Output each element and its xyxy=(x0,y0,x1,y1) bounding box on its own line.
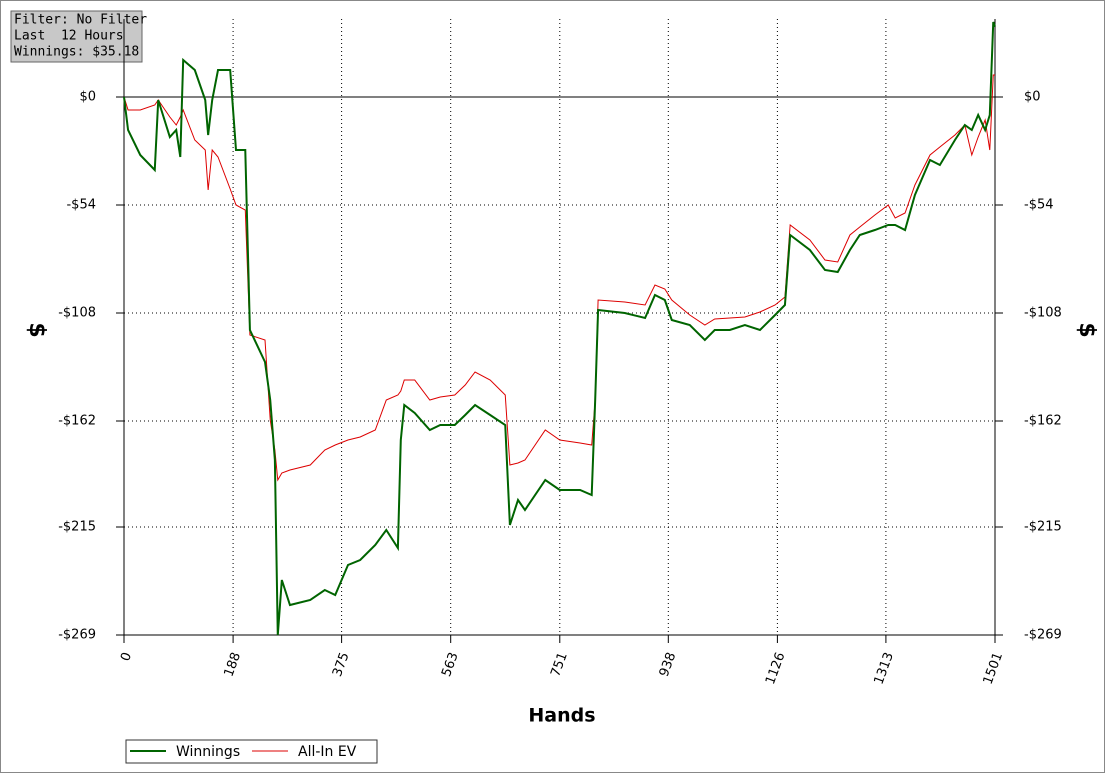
y2-axis-title: $ xyxy=(1074,322,1099,337)
y-tick-label: -$269 xyxy=(58,628,96,643)
y2-tick-label: -$108 xyxy=(1024,306,1062,321)
legend-label: All-In EV xyxy=(298,744,357,760)
y-tick-label: -$215 xyxy=(58,520,96,535)
y-axis-title: $ xyxy=(24,322,49,337)
info-box: Filter: No Filter Last 12 Hours Winnings… xyxy=(10,10,147,63)
x-axis-title: Hands xyxy=(528,705,595,727)
info-line: Filter: No Filter xyxy=(14,13,147,28)
series-line xyxy=(123,21,996,636)
legend xyxy=(125,739,378,764)
y2-tick-label: -$162 xyxy=(1024,414,1062,429)
series-line xyxy=(123,74,995,482)
y-tick-label: -$108 xyxy=(58,306,96,321)
legend-label: Winnings xyxy=(176,744,240,760)
y-tick-label: -$162 xyxy=(58,414,96,429)
y2-tick-label: -$269 xyxy=(1024,628,1062,643)
y2-tick-label: $0 xyxy=(1024,90,1041,105)
info-line: Winnings: $35.18 xyxy=(14,45,139,60)
y2-tick-label: -$215 xyxy=(1024,520,1062,535)
info-bg xyxy=(10,10,143,63)
plot: $0 $0 -$54 -$54 -$108 -$108 -$162 -$162 -$215 -$2… xyxy=(58,19,1062,760)
y2-tick-label: -$54 xyxy=(1024,198,1054,213)
y-tick-label: -$54 xyxy=(66,198,96,213)
y-tick-label: $0 xyxy=(79,90,96,105)
info-line: Last 12 Hours xyxy=(14,29,124,44)
